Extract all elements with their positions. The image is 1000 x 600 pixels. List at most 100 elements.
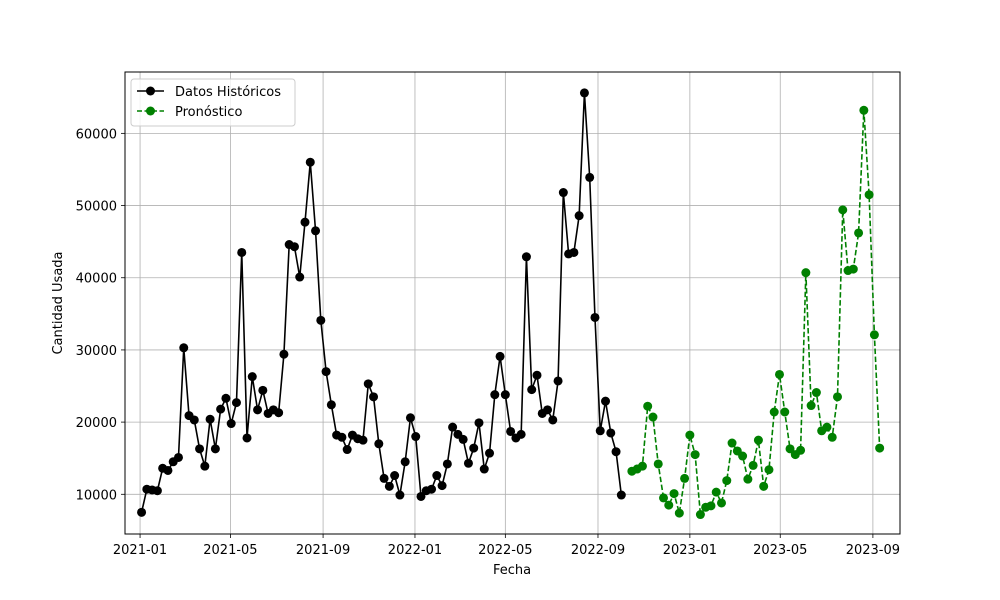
- data-point: [369, 392, 379, 402]
- data-point: [859, 105, 869, 115]
- data-point: [738, 451, 748, 461]
- legend: Datos Históricos Pronóstico: [130, 78, 296, 127]
- data-point: [722, 476, 732, 486]
- data-point: [400, 457, 410, 467]
- data-point: [769, 407, 779, 417]
- data-point: [179, 343, 189, 353]
- data-point: [616, 490, 626, 500]
- data-point: [437, 481, 447, 491]
- x-tick-label: 2021-05: [203, 543, 257, 558]
- data-point: [237, 247, 247, 257]
- y-tick-label: 10000: [76, 488, 117, 503]
- data-point: [253, 405, 263, 415]
- data-point: [774, 369, 784, 379]
- data-point: [337, 432, 347, 442]
- data-point: [442, 459, 452, 469]
- x-tick-label: 2023-05: [753, 543, 807, 558]
- data-point: [579, 88, 589, 98]
- data-point: [379, 473, 389, 483]
- data-point: [195, 444, 205, 454]
- data-point: [558, 188, 568, 198]
- data-point: [869, 330, 879, 340]
- series-0: [137, 88, 626, 517]
- data-point: [848, 264, 858, 274]
- data-point: [653, 459, 663, 469]
- data-point: [200, 461, 210, 471]
- data-point: [764, 465, 774, 475]
- legend-forecast-marker: [146, 106, 155, 116]
- data-point: [485, 448, 495, 458]
- data-point: [384, 481, 394, 491]
- x-tick-label: 2022-09: [571, 543, 625, 558]
- data-point: [854, 228, 864, 238]
- data-point: [405, 413, 415, 423]
- data-point: [189, 415, 199, 425]
- legend-frame: [130, 78, 296, 127]
- data-point: [216, 404, 226, 414]
- data-point: [363, 379, 373, 389]
- data-point: [205, 414, 215, 424]
- data-point: [838, 205, 848, 215]
- data-point: [326, 400, 336, 410]
- data-point: [469, 443, 479, 453]
- data-point: [342, 445, 352, 455]
- data-point: [427, 484, 437, 494]
- data-point: [690, 450, 700, 460]
- data-point: [527, 385, 537, 395]
- y-axis: 10000 20000 30000 40000 50000 60000: [76, 127, 125, 503]
- data-point: [595, 426, 605, 436]
- y-tick-label: 60000: [76, 127, 117, 142]
- data-point: [311, 226, 321, 236]
- data-point: [226, 419, 236, 429]
- series-layer: [137, 88, 885, 520]
- data-point: [606, 428, 616, 438]
- data-point: [358, 435, 368, 445]
- grid: [125, 72, 900, 534]
- data-point: [601, 396, 611, 406]
- x-tick-label: 2022-05: [478, 543, 532, 558]
- legend-historical-marker: [146, 86, 155, 96]
- data-point: [664, 500, 674, 510]
- data-point: [711, 487, 721, 497]
- data-point: [506, 426, 516, 436]
- data-point: [210, 444, 220, 454]
- x-axis-label: Fecha: [493, 563, 531, 578]
- series-1: [627, 105, 885, 520]
- data-point: [221, 393, 231, 403]
- x-tick-label: 2021-01: [113, 543, 167, 558]
- data-point: [479, 464, 489, 474]
- data-point: [706, 501, 716, 511]
- data-point: [811, 388, 821, 398]
- data-point: [827, 432, 837, 442]
- data-point: [574, 211, 584, 221]
- x-tick-label: 2022-01: [388, 543, 442, 558]
- data-point: [753, 435, 763, 445]
- data-point: [137, 507, 147, 517]
- data-point: [801, 268, 811, 278]
- data-point: [300, 217, 310, 227]
- data-point: [321, 367, 331, 377]
- data-point: [390, 471, 400, 481]
- y-axis-label: Cantidad Usada: [51, 251, 66, 354]
- data-point: [532, 370, 542, 380]
- data-point: [289, 242, 299, 252]
- data-point: [685, 430, 695, 440]
- data-point: [748, 460, 758, 470]
- y-tick-label: 20000: [76, 416, 117, 431]
- data-point: [152, 486, 162, 496]
- data-point: [474, 418, 484, 428]
- data-point: [611, 447, 621, 457]
- legend-historical-label: Datos Históricos: [175, 85, 281, 100]
- data-point: [659, 493, 669, 503]
- data-point: [553, 376, 563, 386]
- data-point: [759, 481, 769, 491]
- data-point: [173, 452, 183, 462]
- data-point: [875, 443, 885, 453]
- data-point: [796, 445, 806, 455]
- data-point: [463, 458, 473, 468]
- data-point: [643, 401, 653, 411]
- data-point: [569, 247, 579, 257]
- data-point: [458, 434, 468, 444]
- data-point: [521, 252, 531, 262]
- data-point: [864, 190, 874, 200]
